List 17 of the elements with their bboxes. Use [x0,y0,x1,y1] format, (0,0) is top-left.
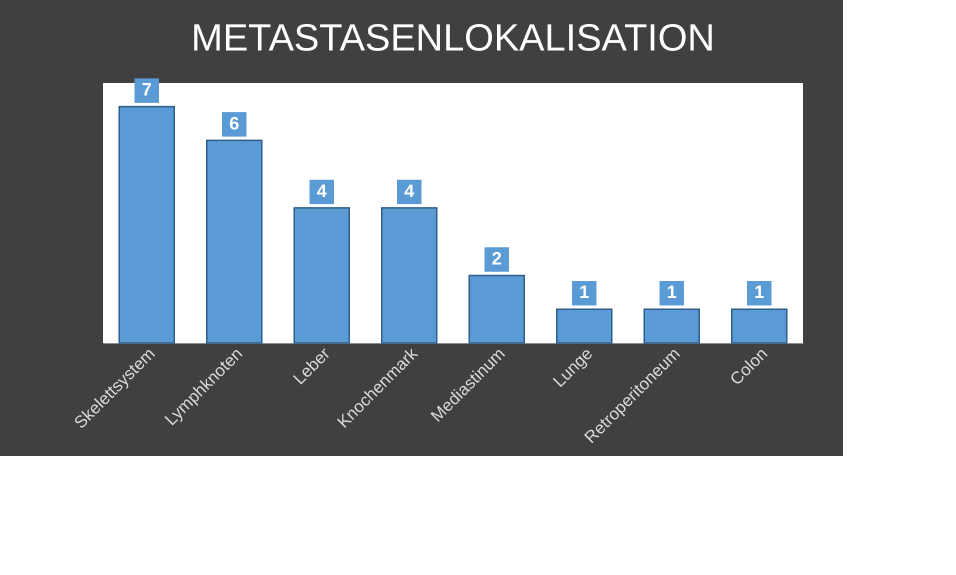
chart-title: METASTASENLOKALISATION [191,17,715,60]
bar [644,308,700,344]
bar [468,274,525,344]
data-label: 6 [229,113,240,134]
data-label: 1 [579,282,590,302]
data-label: 2 [492,248,502,268]
data-label: 4 [404,180,414,201]
data-label: 4 [316,180,327,201]
bar [118,106,175,344]
bar [381,207,438,344]
bar [731,308,788,344]
data-label: 1 [666,282,677,302]
data-label: 1 [754,282,764,302]
bar [206,140,262,344]
data-label: 7 [142,80,152,100]
bar [556,308,612,344]
bar [294,207,350,344]
